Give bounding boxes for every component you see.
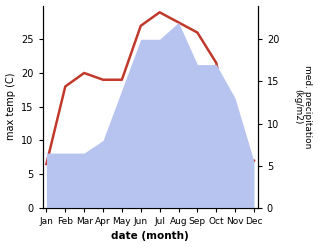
X-axis label: date (month): date (month)	[111, 231, 189, 242]
Y-axis label: max temp (C): max temp (C)	[5, 73, 16, 141]
Y-axis label: med. precipitation
(kg/m2): med. precipitation (kg/m2)	[293, 65, 313, 148]
